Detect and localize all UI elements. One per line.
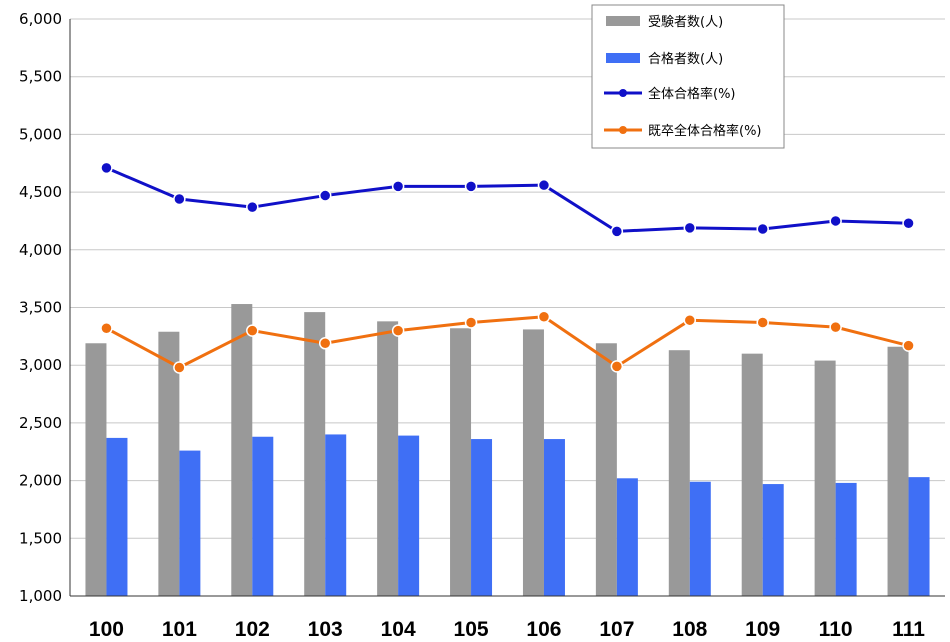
legend-label: 合格者数(人) xyxy=(648,51,723,67)
point-overall-pass-rate xyxy=(829,214,842,228)
bar-examinees xyxy=(450,328,472,596)
point-overall-pass-rate xyxy=(246,200,259,214)
legend: 受験者数(人) 合格者数(人) 全体合格率(%) 既卒全体合格率(%) xyxy=(591,4,785,149)
bar-examinees xyxy=(377,321,399,596)
point-overall-pass-rate xyxy=(391,180,405,193)
y-tick-label: 5,000 xyxy=(19,125,62,143)
point-graduate-pass-rate xyxy=(318,337,332,350)
y-tick-label: 4,000 xyxy=(19,241,62,259)
bar-examinees xyxy=(158,331,180,596)
y-tick-label: 3,000 xyxy=(19,356,62,374)
x-tick-label: 110 xyxy=(819,618,853,641)
bar-examinees xyxy=(668,350,690,596)
bar-passers xyxy=(471,439,493,596)
bar-passers xyxy=(252,436,274,596)
bar-passers xyxy=(106,437,128,596)
point-overall-pass-rate xyxy=(100,161,113,175)
bar-passers xyxy=(689,481,711,596)
legend-label: 全体合格率(%) xyxy=(648,86,736,102)
x-tick-label: 105 xyxy=(454,618,489,641)
legend-swatch xyxy=(606,53,640,63)
y-tick-label: 3,500 xyxy=(19,299,62,317)
x-tick-label: 106 xyxy=(526,618,561,641)
x-tick-label: 108 xyxy=(672,618,707,641)
point-graduate-pass-rate xyxy=(100,322,113,335)
bar-examinees xyxy=(231,304,253,596)
y-tick-label: 5,500 xyxy=(19,68,62,86)
point-overall-pass-rate xyxy=(683,221,697,235)
bar-examinees xyxy=(522,329,544,596)
point-graduate-pass-rate xyxy=(391,324,405,337)
point-graduate-pass-rate xyxy=(173,361,186,374)
lines xyxy=(100,161,915,374)
bar-passers xyxy=(762,484,784,596)
bar-passers xyxy=(616,478,638,596)
legend-label: 既卒全体合格率(%) xyxy=(648,123,762,139)
bars xyxy=(85,304,930,596)
x-tick-label: 101 xyxy=(162,618,197,641)
line-overall-pass-rate xyxy=(105,166,909,233)
point-overall-pass-rate xyxy=(756,222,769,236)
bar-passers xyxy=(398,435,420,596)
y-tick-label: 6,000 xyxy=(19,10,62,28)
point-graduate-pass-rate xyxy=(464,316,478,329)
point-graduate-pass-rate xyxy=(610,360,624,373)
point-overall-pass-rate xyxy=(902,217,915,230)
bar-passers xyxy=(835,482,857,596)
line-graduate-pass-rate xyxy=(105,315,909,370)
point-overall-pass-rate xyxy=(610,225,624,238)
point-graduate-pass-rate xyxy=(246,324,259,337)
x-tick-label: 107 xyxy=(599,618,634,641)
x-tick-label: 103 xyxy=(308,618,343,641)
x-tick-label: 104 xyxy=(381,618,416,641)
bar-examinees xyxy=(814,360,836,596)
legend-label: 受験者数(人) xyxy=(648,15,723,30)
bar-examinees xyxy=(595,343,617,596)
point-graduate-pass-rate xyxy=(756,316,769,329)
bar-examinees xyxy=(304,312,326,596)
point-graduate-pass-rate xyxy=(829,320,842,334)
bar-passers xyxy=(325,434,347,596)
bar-passers xyxy=(908,477,930,596)
x-tick-label: 102 xyxy=(235,618,270,641)
bar-examinees xyxy=(85,343,107,596)
point-graduate-pass-rate xyxy=(683,313,697,327)
y-tick-label: 4,500 xyxy=(19,183,62,201)
x-tick-label: 109 xyxy=(745,618,780,641)
y-tick-label: 2,500 xyxy=(19,414,62,432)
legend-marker xyxy=(619,126,627,134)
legend-box xyxy=(591,4,785,149)
x-tick-label: 100 xyxy=(89,618,124,641)
y-tick-label: 2,000 xyxy=(19,472,62,490)
point-overall-pass-rate xyxy=(537,178,551,192)
bar-examinees xyxy=(887,346,909,596)
bar-examinees xyxy=(741,353,763,596)
y-tick-label: 1,000 xyxy=(19,587,62,605)
x-tick-label: 111 xyxy=(892,618,925,641)
point-overall-pass-rate xyxy=(173,192,186,206)
point-graduate-pass-rate xyxy=(902,339,915,352)
gridlines xyxy=(70,18,945,539)
bar-passers xyxy=(543,439,565,596)
legend-marker xyxy=(619,89,627,97)
axes: 1,000 1,500 2,000 2,500 3,000 3,500 4,000 4,500… xyxy=(19,10,945,641)
y-tick-label: 1,500 xyxy=(19,529,62,547)
bar-passers xyxy=(179,450,201,596)
legend-swatch xyxy=(606,16,640,26)
point-overall-pass-rate xyxy=(464,180,478,193)
point-overall-pass-rate xyxy=(318,189,332,202)
point-graduate-pass-rate xyxy=(537,310,551,323)
